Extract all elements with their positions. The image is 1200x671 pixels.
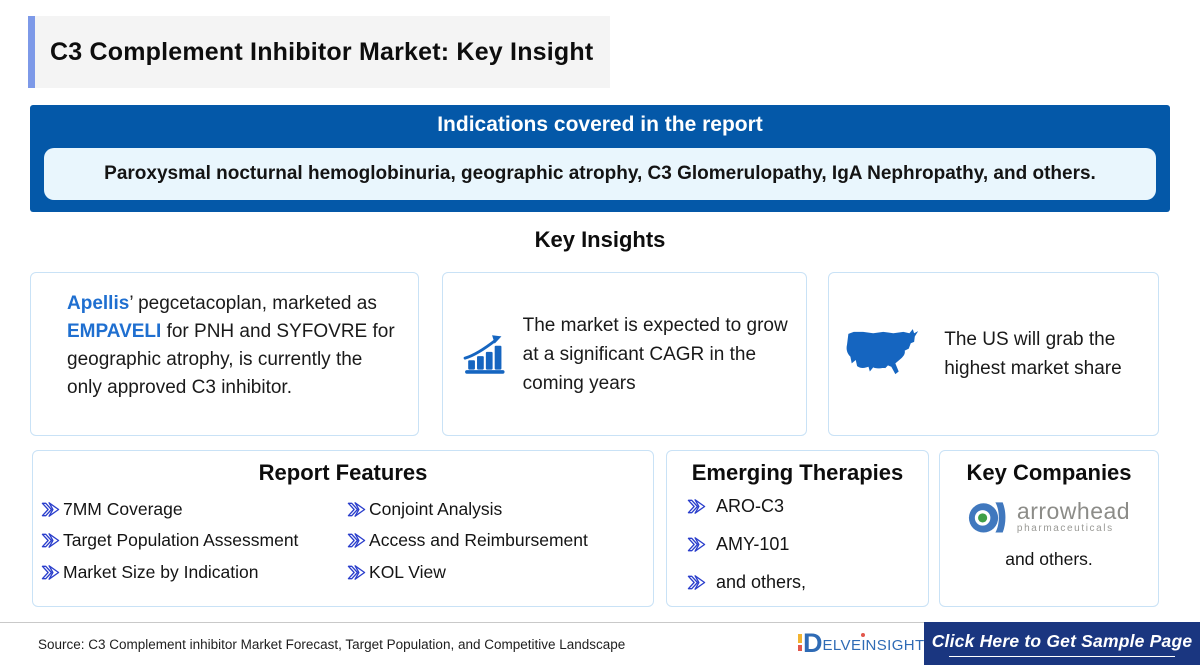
apellis-card-text: Apellis’ pegcetacoplan, marketed as EMPA… — [67, 293, 395, 398]
arrowhead-logo-mark-icon — [968, 502, 1006, 533]
arrow-bullet-icon — [347, 502, 366, 517]
arrow-bullet-icon — [347, 533, 366, 549]
feature-label: Market Size by Indication — [63, 561, 259, 582]
insight-card-growth: The market is expected to grow at a sign… — [442, 272, 807, 436]
title-accent-bar — [28, 16, 35, 88]
feature-label: Conjoint Analysis — [369, 499, 503, 520]
feature-label: KOL View — [369, 561, 446, 582]
therapy-item: AMY-101 — [687, 534, 928, 555]
emerging-therapies-card: Emerging Therapies ARO-C3 AMY-101 and ot… — [666, 450, 929, 607]
arrow-bullet-icon — [687, 537, 706, 552]
emerging-therapies-heading: Emerging Therapies — [691, 460, 904, 485]
arrowhead-name: arrowhead — [1016, 498, 1131, 524]
therapy-label: ARO-C3 — [716, 496, 785, 516]
therapy-label: AMY-101 — [716, 534, 790, 554]
insight-card-us: The US will grab the highest market shar… — [828, 272, 1159, 436]
arrow-bullet-icon — [41, 533, 60, 549]
feature-item: KOL View — [347, 557, 647, 588]
feature-item: Market Size by Indication — [41, 557, 347, 588]
indications-banner-heading: Indications covered in the report — [437, 113, 763, 136]
page-title: C3 Complement Inhibitor Market: Key Insi… — [50, 37, 594, 66]
feature-item: Target Population Assessment — [41, 525, 347, 556]
companies-others-text: and others. — [1005, 549, 1093, 569]
therapy-label: and others, — [716, 572, 807, 592]
usa-map-icon — [846, 329, 919, 375]
arrow-bullet-icon — [687, 575, 706, 590]
indications-text: Paroxysmal nocturnal hemoglobinuria, geo… — [104, 163, 1096, 184]
key-companies-heading: Key Companies — [966, 460, 1132, 485]
report-features-card: Report Features 7MM Coverage Target Popu… — [32, 450, 654, 607]
report-features-heading: Report Features — [258, 460, 428, 485]
emerging-therapies-list: ARO-C3 AMY-101 and others, — [667, 496, 928, 593]
feature-item: Conjoint Analysis — [347, 494, 647, 525]
growth-card-text: The market is expected to grow at a sign… — [522, 314, 788, 394]
footer-divider — [0, 622, 1200, 623]
source-text: Source: C3 Complement inhibitor Market F… — [38, 637, 626, 652]
cta-label: Click Here to Get Sample Page — [931, 630, 1193, 651]
arrow-bullet-icon — [347, 565, 366, 580]
key-companies-card: Key Companies arrowhead pharmaceuticals … — [939, 450, 1159, 607]
cta-underline — [949, 655, 1175, 657]
get-sample-page-button[interactable]: Click Here to Get Sample Page — [924, 622, 1200, 665]
therapy-item: ARO-C3 — [687, 496, 928, 517]
report-features-list: 7MM Coverage Target Population Assessmen… — [33, 486, 653, 598]
delveinsight-logo-i: I — [861, 633, 866, 654]
empaveli-brand-text: EMPAVELI — [67, 321, 162, 342]
arrowhead-pharmaceuticals-logo: arrowhead pharmaceuticals — [940, 498, 1158, 536]
apellis-brand-text: Apellis — [67, 293, 130, 314]
arrow-bullet-icon — [687, 499, 706, 514]
us-card-text: The US will grab the highest market shar… — [944, 329, 1122, 379]
growth-chart-icon — [463, 335, 505, 374]
therapy-item: and others, — [687, 572, 928, 593]
insight-card-apellis: Apellis’ pegcetacoplan, marketed as EMPA… — [30, 272, 419, 436]
indications-box: Paroxysmal nocturnal hemoglobinuria, geo… — [44, 148, 1156, 200]
arrow-bullet-icon — [41, 565, 60, 580]
feature-label: Target Population Assessment — [63, 530, 299, 551]
delveinsight-logo: D ELVE I NSIGHT — [798, 628, 925, 658]
title-bar: C3 Complement Inhibitor Market: Key Insi… — [28, 16, 610, 88]
feature-label: Access and Reimbursement — [369, 530, 588, 551]
logo-i-dot-icon — [861, 633, 866, 637]
arrowhead-subtext: pharmaceuticals — [1016, 523, 1114, 534]
feature-item: Access and Reimbursement — [347, 525, 647, 556]
delveinsight-logo-mark-icon — [798, 634, 802, 651]
arrow-bullet-icon — [41, 502, 60, 517]
feature-item: 7MM Coverage — [41, 494, 347, 525]
indications-banner: Indications covered in the report Paroxy… — [30, 105, 1170, 212]
feature-label: 7MM Coverage — [63, 499, 183, 520]
delveinsight-logo-d: D — [803, 628, 823, 658]
key-insights-heading: Key Insights — [534, 227, 666, 252]
arrowhead-logo-text: arrowhead pharmaceuticals — [1016, 498, 1131, 535]
